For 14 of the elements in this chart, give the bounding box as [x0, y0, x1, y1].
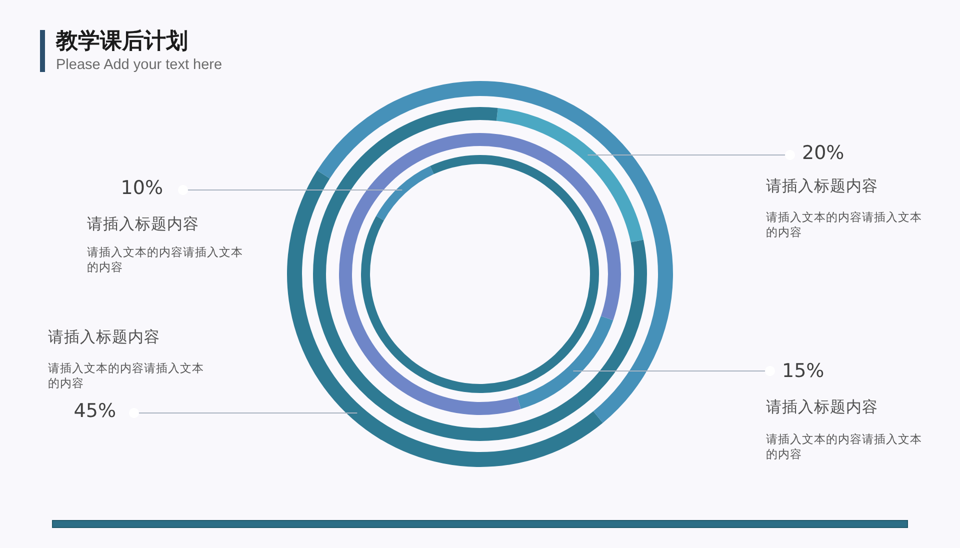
text: 请插入文本的内容请插入文本的内容 — [766, 210, 923, 240]
data-label: 15% — [782, 360, 824, 382]
slice-label: 请插入标题内容 — [48, 327, 160, 347]
data-label: 20% — [802, 142, 844, 164]
chart-title: 教学课后计划 — [56, 27, 188, 55]
slice-label: 请插入标题内容 — [766, 397, 878, 417]
slice-label: 请插入标题内容 — [766, 176, 878, 196]
text: 请插入文本的内容请插入文本的内容 — [48, 361, 205, 391]
slice-label: 请插入标题内容 — [87, 214, 199, 234]
text: 请插入文本的内容请插入文本的内容 — [766, 432, 923, 462]
text: 请插入文本的内容请插入文本的内容 — [87, 245, 244, 275]
data-label: 10% — [120, 177, 163, 199]
chart-subtitle: Please Add your text here — [56, 56, 222, 74]
data-label: 45% — [74, 400, 116, 422]
